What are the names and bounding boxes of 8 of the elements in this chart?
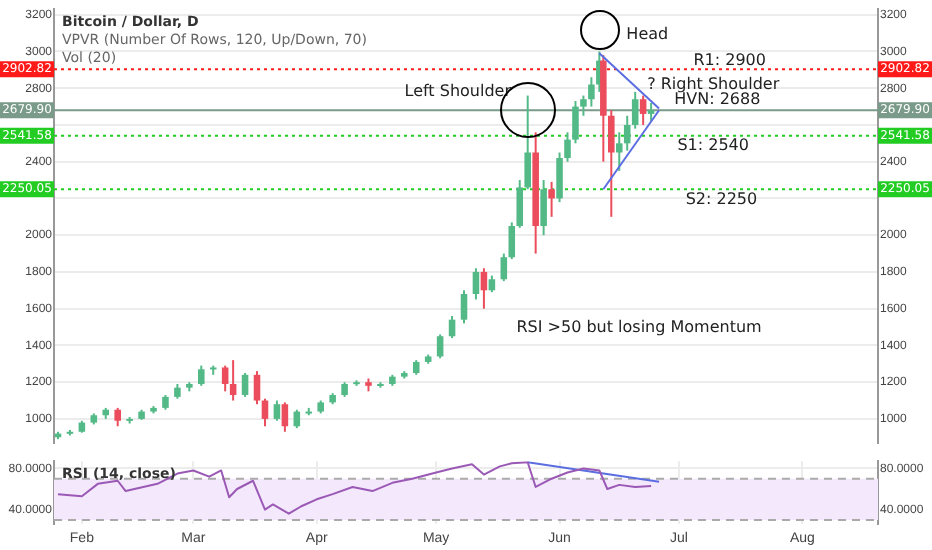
annotation: S2: 2250 (685, 190, 758, 209)
annotation: Left Shoulder (404, 81, 513, 100)
annotation: R1: 2900 (693, 51, 766, 70)
annotation: RSI >50 but losing Momentum (516, 318, 763, 337)
annotation: Head (626, 25, 669, 44)
annotation: ? Right Shoulder (647, 75, 781, 94)
annotation: S1: 2540 (677, 135, 749, 154)
annotation: HVN: 2688 (674, 90, 761, 109)
